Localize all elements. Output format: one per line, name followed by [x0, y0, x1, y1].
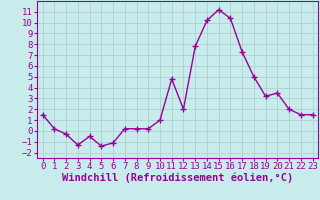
X-axis label: Windchill (Refroidissement éolien,°C): Windchill (Refroidissement éolien,°C)	[62, 173, 293, 183]
